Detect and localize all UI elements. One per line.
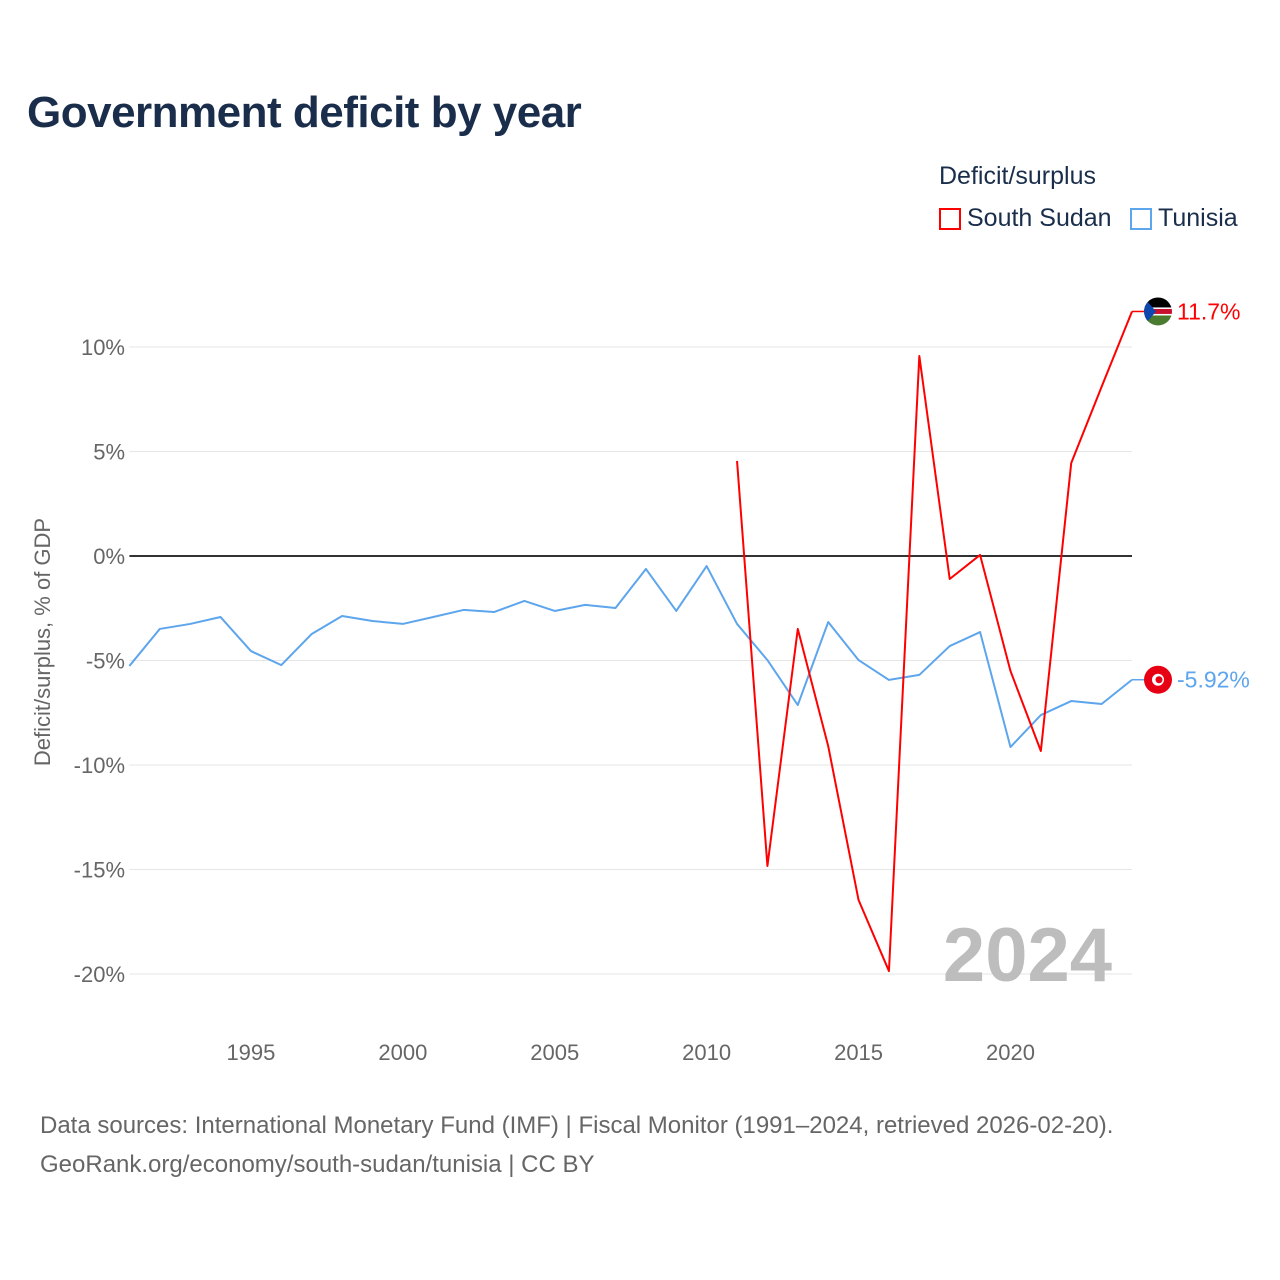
y-tick-label: -5% xyxy=(86,649,125,674)
y-tick-label: -15% xyxy=(74,858,125,883)
x-tick-label: 2000 xyxy=(378,1040,427,1065)
end-value-label: 11.7% xyxy=(1177,298,1241,324)
legend-swatch xyxy=(1130,207,1152,230)
line-chart: 10% 5% 0% -5% -10% -15% -20% 1995 2000 2005 2010 20… xyxy=(30,297,1250,1065)
x-tick-label: 2005 xyxy=(530,1040,579,1065)
x-tick-label: 1995 xyxy=(226,1040,275,1065)
end-value-label: -5.92% xyxy=(1177,667,1250,693)
series-line-tunisia xyxy=(128,565,1133,749)
y-tick-label: -20% xyxy=(74,962,125,987)
footer: Data sources: International Monetary Fun… xyxy=(40,1106,1113,1184)
legend-item-tunisia[interactable]: Tunisia xyxy=(1130,204,1238,233)
x-tick-label: 2010 xyxy=(682,1040,731,1065)
y-tick-label: -10% xyxy=(74,753,125,778)
legend-item-south-sudan[interactable]: South Sudan xyxy=(939,204,1112,233)
x-tick-label: 2020 xyxy=(986,1040,1035,1065)
legend-swatch xyxy=(939,207,961,230)
year-watermark: 2024 xyxy=(942,913,1112,998)
legend-label: Tunisia xyxy=(1158,204,1238,232)
south-sudan-flag-icon xyxy=(1144,297,1172,326)
source-link[interactable]: GeoRank.org/economy/south-sudan/tunisia … xyxy=(40,1151,595,1178)
y-tick-label: 0% xyxy=(93,544,125,569)
legend-label: South Sudan xyxy=(967,204,1112,232)
y-tick-label: 5% xyxy=(93,440,125,465)
legend-title: Deficit/surplus xyxy=(939,162,1096,190)
y-tick-label: 10% xyxy=(81,335,125,360)
tunisia-flag-crescent xyxy=(1155,676,1163,684)
data-source: Data sources: International Monetary Fun… xyxy=(40,1112,1114,1139)
y-axis-label: Deficit/surplus, % of GDP xyxy=(30,518,55,766)
x-tick-label: 2015 xyxy=(834,1040,883,1065)
chart-title: Government deficit by year xyxy=(27,88,582,137)
series-line-south-sudan xyxy=(736,311,1133,973)
